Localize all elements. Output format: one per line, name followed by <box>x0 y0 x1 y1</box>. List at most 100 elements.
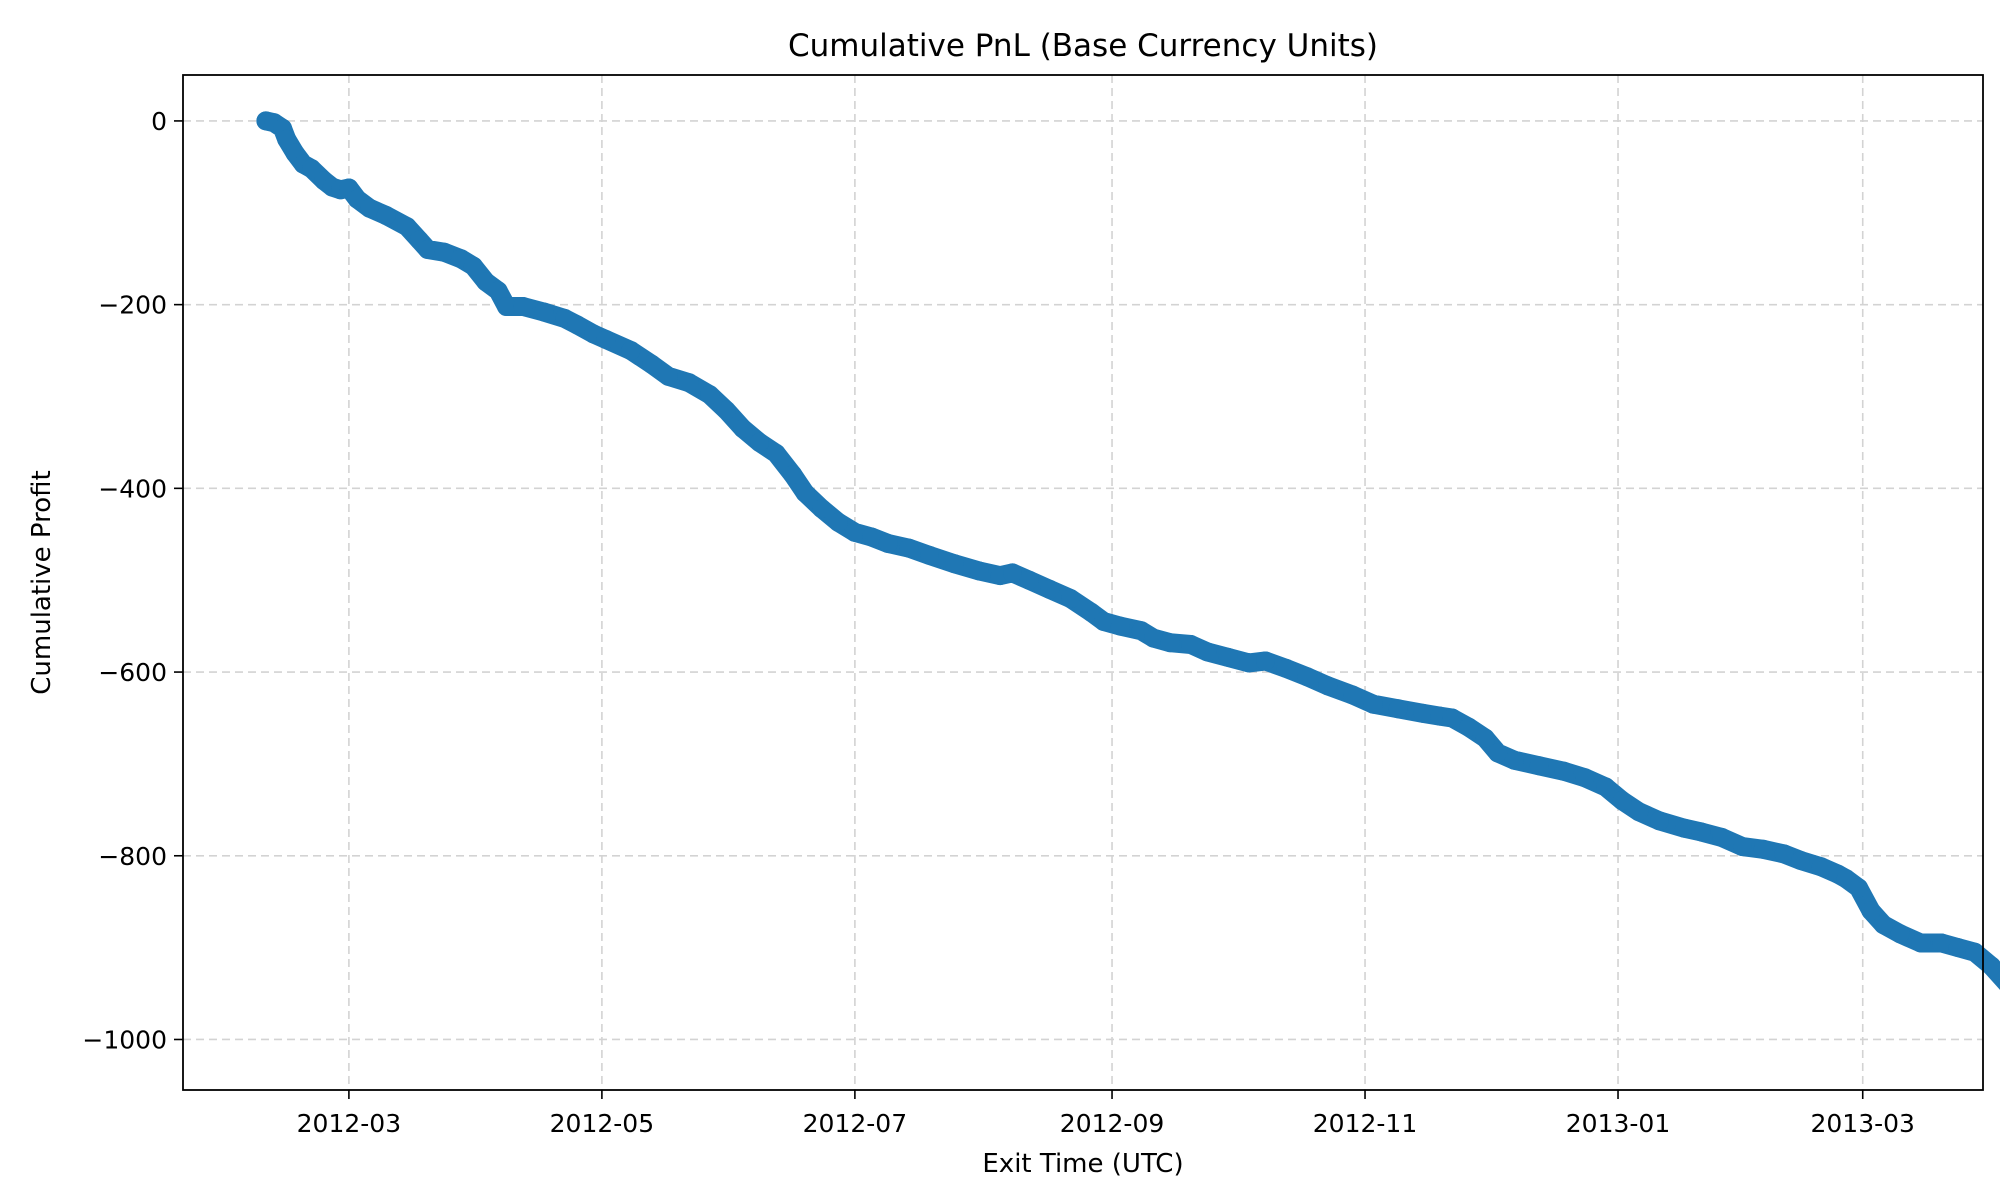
data-point <box>1019 570 1039 590</box>
data-point <box>1475 728 1495 748</box>
x-tick-label: 2013-03 <box>1810 1109 1914 1138</box>
y-tick-label: −200 <box>98 291 167 320</box>
data-point <box>1318 676 1338 696</box>
data-point <box>1849 878 1869 898</box>
y-tick-label: −400 <box>98 474 167 503</box>
data-point <box>1774 844 1794 864</box>
data-point <box>513 297 533 316</box>
data-point <box>1504 750 1524 770</box>
data-point <box>1297 667 1317 687</box>
data-point <box>1712 827 1732 847</box>
data-point <box>1612 791 1632 811</box>
data-point <box>1691 822 1711 842</box>
data-point <box>1575 768 1595 788</box>
data-point <box>1343 685 1363 705</box>
data-point <box>1554 761 1574 781</box>
data-point <box>1094 612 1114 631</box>
y-tick-label: −600 <box>98 658 167 687</box>
data-point <box>944 554 964 574</box>
data-point <box>1144 628 1163 648</box>
data-point <box>733 419 753 439</box>
data-point <box>750 432 769 452</box>
data-point <box>679 373 699 393</box>
data-point <box>700 385 720 405</box>
data-point <box>621 341 641 361</box>
data-point <box>969 561 989 581</box>
data-point <box>1459 717 1479 737</box>
data-point <box>397 217 417 237</box>
x-tick-label: 2013-01 <box>1566 1109 1670 1138</box>
x-tick-label: 2012-03 <box>297 1109 401 1138</box>
data-point <box>567 315 587 335</box>
data-point <box>658 366 678 386</box>
data-point <box>1932 933 1951 953</box>
y-tick-label: −800 <box>98 842 167 871</box>
data-point <box>1791 850 1810 870</box>
series-path <box>256 111 2000 990</box>
data-point <box>497 297 516 316</box>
data-point <box>1442 708 1462 728</box>
data-point <box>277 129 297 149</box>
data-point <box>434 242 454 262</box>
data-point <box>1529 756 1549 776</box>
axis-ticks: 2012-03 2012-05 2012-07 2012-09 2012-11 2013-… <box>82 107 1915 1138</box>
data-point <box>1276 658 1296 678</box>
data-point <box>783 465 803 485</box>
x-axis-title: Exit Time (UTC) <box>982 1149 1183 1179</box>
data-point <box>766 443 786 463</box>
data-point <box>1061 589 1081 609</box>
x-tick-label: 2012-11 <box>1313 1109 1417 1138</box>
data-point <box>845 522 865 542</box>
data-point <box>463 256 483 276</box>
data-point <box>716 400 736 420</box>
data-point <box>1197 642 1217 662</box>
data-point <box>1218 647 1238 667</box>
data-point <box>302 159 322 179</box>
data-point <box>1181 635 1201 654</box>
y-tick-label: −1000 <box>82 1025 167 1054</box>
data-point <box>1596 777 1616 797</box>
data-point <box>1413 703 1433 723</box>
x-tick-label: 2012-05 <box>550 1109 654 1138</box>
series-line <box>256 111 2000 990</box>
data-point <box>1488 743 1508 763</box>
data-point <box>1363 694 1383 714</box>
data-point <box>1003 563 1022 583</box>
data-point <box>1040 579 1060 599</box>
data-point <box>1388 699 1408 719</box>
data-point <box>1753 839 1773 859</box>
data-point <box>1650 811 1669 831</box>
data-point <box>899 538 919 558</box>
x-tick-label: 2012-07 <box>803 1109 907 1138</box>
data-point <box>488 281 508 301</box>
data-point <box>1629 802 1649 822</box>
data-point <box>1811 857 1831 877</box>
data-point <box>920 545 939 565</box>
data-point <box>878 534 898 553</box>
data-point <box>534 302 554 322</box>
data-point <box>418 240 438 259</box>
data-point <box>1874 915 1893 935</box>
y-tick-label: 0 <box>151 107 167 136</box>
data-point <box>1948 938 1968 958</box>
data-point <box>1110 616 1130 636</box>
y-axis-title: Cumulative Profit <box>27 470 57 694</box>
data-point <box>360 198 380 218</box>
data-point <box>795 483 815 503</box>
data-point <box>1674 818 1694 838</box>
data-point <box>1160 633 1180 653</box>
data-point <box>862 527 881 547</box>
data-point <box>1732 837 1752 857</box>
data-point <box>1256 651 1275 671</box>
data-point <box>812 499 832 519</box>
data-point <box>1890 924 1910 944</box>
data-point <box>642 354 662 374</box>
grid <box>183 75 1983 1090</box>
data-point <box>1965 942 1985 962</box>
data-point <box>1239 653 1259 673</box>
data-point <box>1911 933 1931 953</box>
chart-title: Cumulative PnL (Base Currency Units) <box>788 28 1378 64</box>
data-point <box>1861 901 1881 921</box>
